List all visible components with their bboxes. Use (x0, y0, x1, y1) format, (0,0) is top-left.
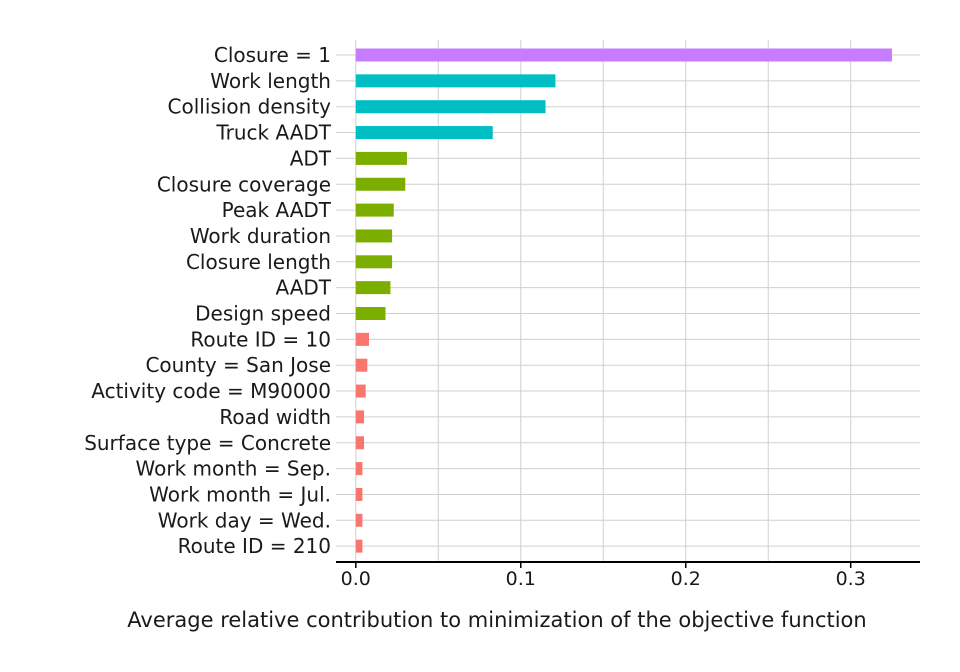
category-label: Road width (219, 405, 331, 429)
category-label: ADT (290, 146, 332, 170)
bar (355, 462, 363, 476)
x-tick-label: 0.0 (341, 568, 371, 590)
bar (355, 74, 556, 88)
bar (355, 281, 391, 295)
bar (355, 384, 366, 398)
category-label: Work duration (190, 224, 331, 248)
x-tick-label: 0.1 (506, 568, 536, 590)
x-tick-label: 0.2 (671, 568, 701, 590)
category-label: Activity code = M90000 (91, 379, 331, 403)
category-label: Collision density (168, 95, 332, 119)
bar (355, 539, 363, 553)
bar (355, 126, 493, 140)
bar (355, 487, 363, 501)
bar (355, 48, 892, 62)
category-label: Closure coverage (157, 172, 331, 196)
x-tick-label: 0.3 (836, 568, 866, 590)
bar (355, 100, 546, 114)
bar (355, 151, 407, 165)
category-label: Design speed (195, 302, 331, 326)
category-label: Surface type = Concrete (84, 431, 331, 455)
category-label: Work month = Sep. (136, 457, 331, 481)
bar (355, 255, 393, 269)
category-label: Peak AADT (222, 198, 332, 222)
category-label: Closure length (186, 250, 331, 274)
bar (355, 436, 365, 450)
bar (355, 177, 406, 191)
category-label: Work day = Wed. (158, 508, 331, 532)
x-axis: 0.0 0.1 0.2 0.3 (336, 561, 920, 590)
bar (355, 410, 365, 424)
bar (355, 203, 394, 217)
category-label: Work length (210, 69, 331, 93)
category-label: AADT (275, 276, 331, 300)
category-label: Route ID = 10 (190, 327, 331, 351)
category-label: Closure = 1 (214, 43, 331, 67)
bar (355, 332, 369, 346)
bars (355, 48, 892, 553)
grid-lines (336, 40, 920, 562)
category-label: Work month = Jul. (149, 482, 331, 506)
bar (355, 513, 363, 527)
bar (355, 307, 386, 320)
x-axis-title: Average relative contribution to minimiz… (127, 608, 866, 632)
category-label: Truck AADT (215, 121, 331, 145)
bar (355, 229, 393, 243)
category-label: County = San Jose (145, 353, 331, 377)
category-label: Route ID = 210 (178, 534, 331, 558)
bar (355, 358, 368, 372)
